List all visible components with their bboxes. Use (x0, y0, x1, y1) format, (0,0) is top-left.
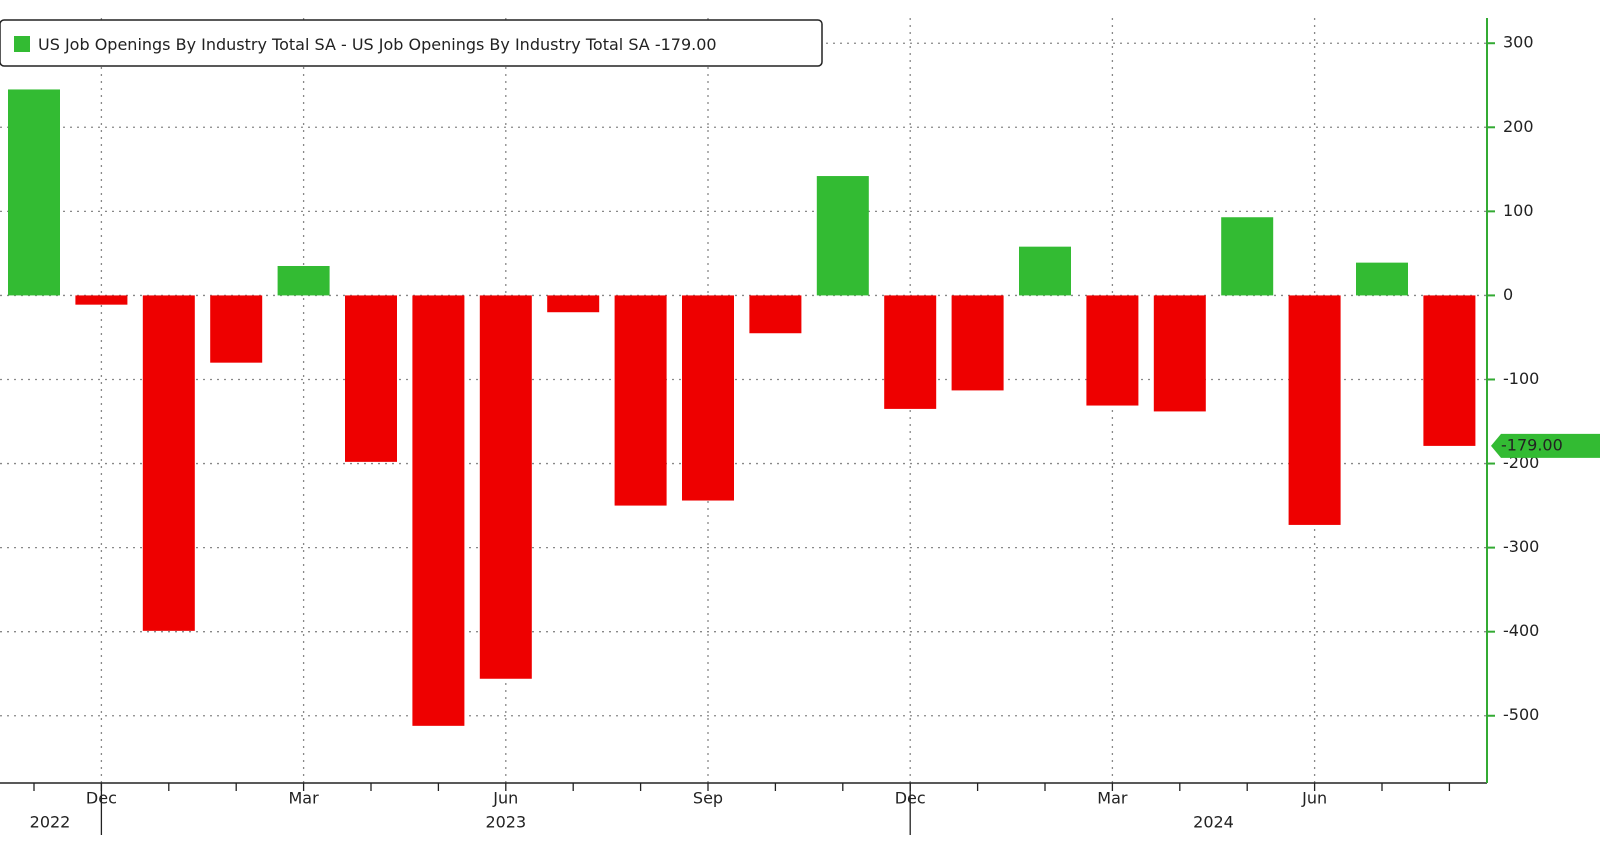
y-tick-label: -100 (1503, 369, 1539, 388)
x-tick-label: Mar (289, 789, 320, 808)
legend-text: US Job Openings By Industry Total SA - U… (38, 35, 717, 54)
bar (142, 295, 195, 631)
y-tick-label: -400 (1503, 621, 1539, 640)
bar (1019, 246, 1071, 296)
bar (749, 295, 802, 334)
legend-last-value: -179.00 (655, 35, 717, 54)
bar (75, 295, 128, 305)
bar (884, 295, 937, 409)
x-tick-label: Jun (1301, 789, 1327, 808)
bar (614, 295, 667, 506)
bar (547, 295, 600, 313)
year-label: 2023 (485, 813, 526, 832)
last-value-label: -179.00 (1501, 435, 1563, 454)
bar (682, 295, 734, 501)
bar (1221, 217, 1274, 296)
bar (1153, 295, 1206, 412)
bar (816, 176, 869, 296)
bar (412, 295, 465, 726)
x-tick-label: Mar (1097, 789, 1128, 808)
y-tick-label: 300 (1503, 33, 1534, 52)
legend-swatch (14, 36, 30, 52)
last-value-tag (1491, 433, 1600, 458)
bar (951, 295, 1004, 391)
y-tick-label: -300 (1503, 537, 1539, 556)
bar (1423, 295, 1476, 446)
year-label: 2022 (30, 813, 71, 832)
y-tick-label: -500 (1503, 705, 1539, 724)
x-tick-label: Jun (492, 789, 518, 808)
bar (1086, 295, 1139, 406)
legend-box (0, 19, 823, 67)
y-tick-label: 100 (1503, 201, 1534, 220)
bar (479, 295, 532, 679)
bar (1356, 262, 1408, 296)
bar (8, 89, 60, 296)
legend-series: US Job Openings By Industry Total SA - U… (38, 35, 650, 54)
year-label: 2024 (1193, 813, 1234, 832)
bar (345, 295, 397, 462)
bar (210, 295, 263, 363)
y-tick-label: 200 (1503, 117, 1534, 136)
x-tick-label: Sep (693, 789, 723, 808)
bar (277, 265, 330, 296)
bar (1288, 295, 1341, 525)
y-tick-label: 0 (1503, 285, 1513, 304)
